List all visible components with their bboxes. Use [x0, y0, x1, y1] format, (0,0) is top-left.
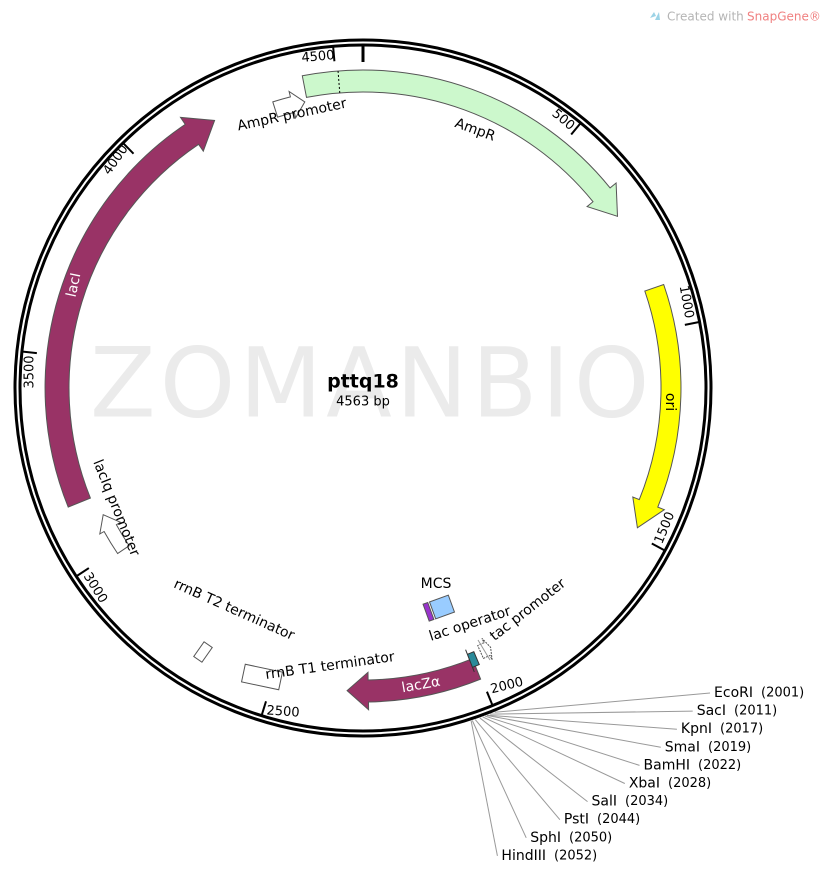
site-position: (2022) [698, 758, 741, 773]
snapgene-credit: Created with SnapGene® [650, 10, 821, 24]
site-name: BamHI [644, 757, 690, 773]
site-position: (2001) [761, 686, 804, 701]
tick-mark [570, 123, 581, 136]
site-name: HindIII [501, 848, 546, 864]
site-position: (2019) [708, 740, 751, 755]
site-leader [490, 710, 693, 715]
site-position: (2028) [668, 776, 711, 791]
feature-lacz [346, 658, 482, 711]
tick-label: 4500 [301, 48, 335, 66]
feature-tac-promoter [477, 637, 493, 661]
site-leader [479, 717, 588, 802]
site-name: SmaI [665, 739, 700, 755]
site-position: (2044) [597, 812, 640, 827]
tick-label: 1000 [676, 284, 697, 319]
feature-rrnb-t1 [240, 663, 284, 691]
tick-mark [260, 701, 267, 716]
feature-ampr-promoter [272, 90, 306, 120]
site-position: (2011) [734, 704, 777, 719]
site-leader [470, 720, 498, 856]
feature-label: ori [662, 393, 678, 411]
tick-mark [332, 47, 336, 62]
site-name: SalI [592, 794, 617, 810]
tick-mark [76, 567, 90, 577]
site-position: (2034) [625, 794, 668, 809]
backbone-outer [13, 38, 713, 738]
tick-mark [486, 691, 494, 706]
feature-laciq-promoter [99, 513, 130, 555]
tick-mark [22, 350, 37, 355]
site-leader [486, 714, 661, 748]
feature-rrnb-t2 [193, 641, 213, 663]
feature-label: lacI [64, 271, 85, 298]
site-name: EcoRI [714, 685, 753, 701]
feature-label: rrnB T1 terminator [264, 649, 395, 683]
feature-mcs [428, 594, 456, 620]
connector [477, 639, 491, 661]
plasmid-length: 4563 bp [336, 395, 390, 410]
site-name: SacI [697, 703, 726, 719]
feature-mcs-site [422, 601, 435, 622]
site-leader [494, 692, 711, 713]
tick-mark [123, 142, 135, 155]
site-leader [484, 715, 640, 766]
site-name: PstI [564, 812, 589, 828]
logo [650, 12, 660, 20]
site-leader [482, 716, 626, 784]
site-leader [471, 720, 527, 839]
feature-label: rrnB T2 terminator [171, 576, 297, 644]
tick-mark [651, 542, 665, 552]
credit-prefix: Created with [667, 10, 744, 24]
feature-ampr [301, 69, 619, 217]
feature-label: lacZα [400, 674, 441, 697]
site-position: (2052) [554, 848, 597, 863]
site-leader [487, 714, 677, 730]
plasmid-name: pttq18 [327, 371, 399, 393]
feature-lac-operator [465, 649, 480, 673]
tick-mark [684, 321, 699, 326]
credit-brand: SnapGene® [747, 10, 821, 24]
watermark: ZOMANBIO [90, 327, 653, 439]
site-name: KpnI [681, 721, 712, 737]
feature-laci [44, 116, 216, 508]
site-leader [474, 719, 561, 821]
site-name: SphI [530, 830, 561, 846]
feature-ori [632, 283, 682, 529]
tick-label: 2500 [266, 703, 300, 720]
site-position: (2017) [720, 722, 763, 737]
feature-label: MCS [421, 576, 452, 592]
tick-label: 3500 [23, 355, 38, 388]
site-position: (2050) [569, 830, 612, 845]
site-name: XbaI [629, 776, 660, 792]
